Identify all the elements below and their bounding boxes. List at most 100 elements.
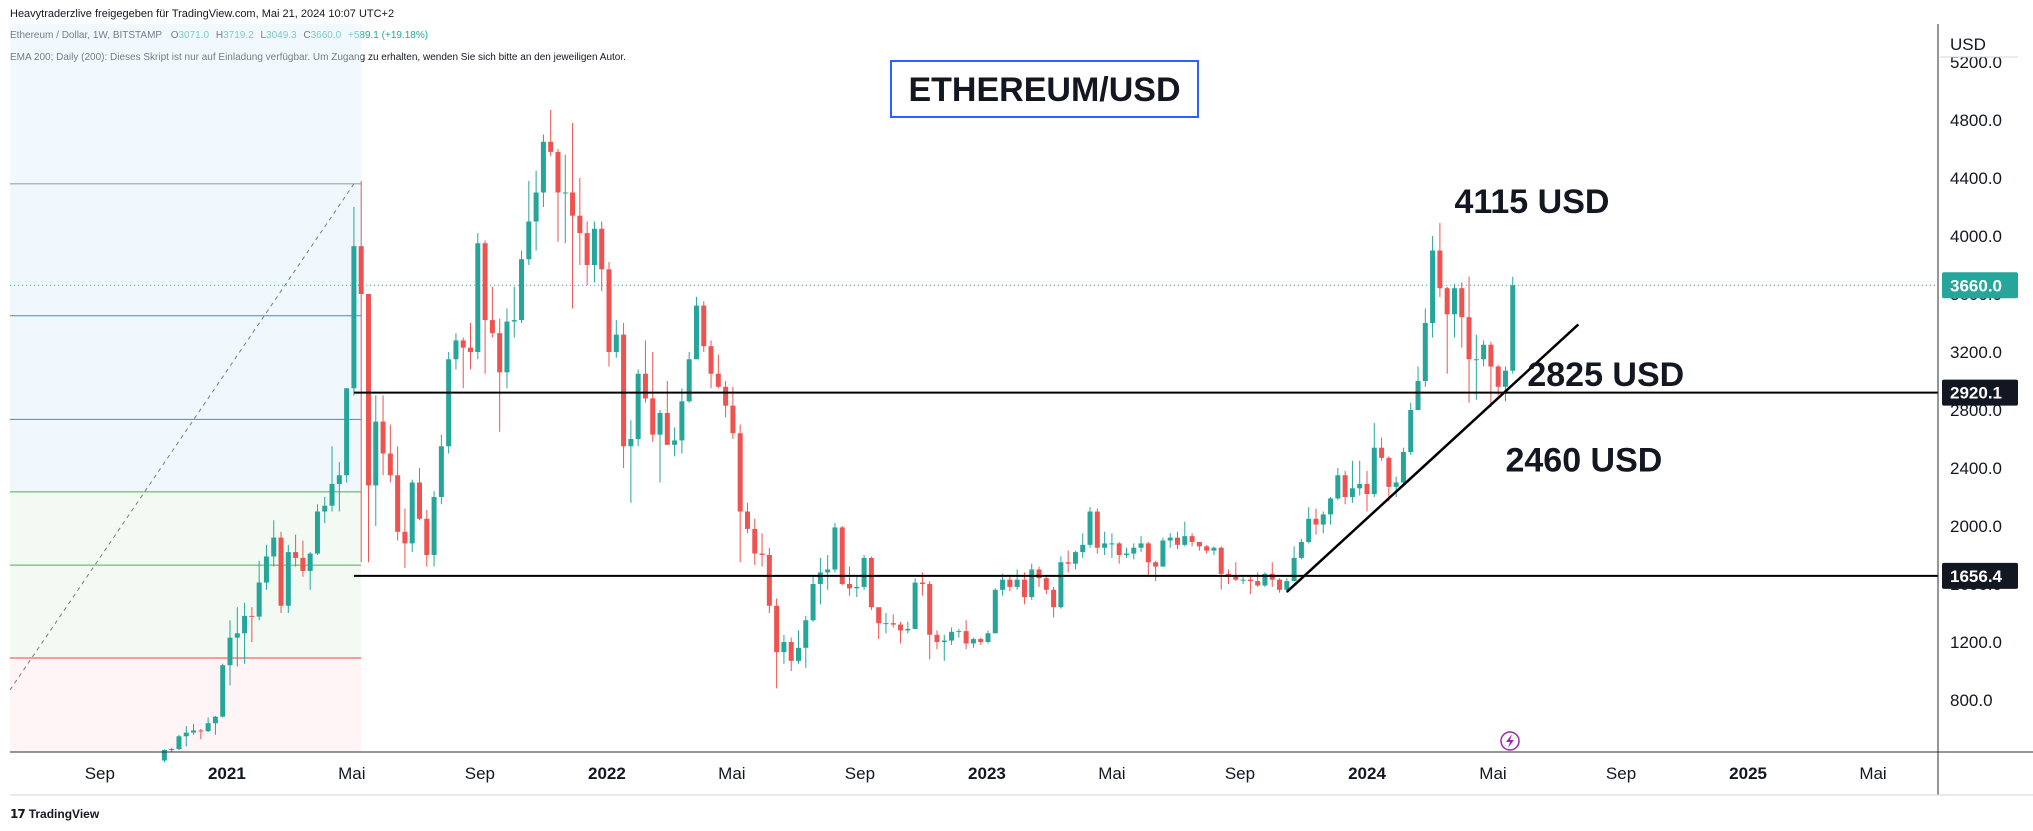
symbol-name[interactable]: Ethereum / Dollar, 1W, BITSTAMP <box>10 30 162 41</box>
candle-body <box>533 192 539 222</box>
time-tick-label: Sep <box>1225 764 1255 783</box>
candle-body <box>927 584 933 635</box>
price-axis-label: 3660.0 <box>1942 272 2018 299</box>
candle <box>1262 572 1268 587</box>
candle <box>453 333 459 370</box>
candle <box>1357 460 1363 496</box>
candle-body <box>1233 576 1239 580</box>
candle-body <box>1014 579 1020 587</box>
price-axis-label: 1656.4 <box>1942 562 2018 589</box>
candle <box>766 547 772 613</box>
candle <box>1153 560 1159 582</box>
candle <box>380 395 386 476</box>
time-tick-label: Sep <box>85 764 115 783</box>
candle-body <box>1284 581 1290 590</box>
candle <box>526 180 532 265</box>
candle-body <box>1342 475 1348 497</box>
candle <box>1298 539 1304 560</box>
time-tick-label: Sep <box>465 764 495 783</box>
candle-body <box>263 556 269 583</box>
candle <box>1204 544 1210 554</box>
candle <box>1233 562 1239 582</box>
candle-body <box>548 141 554 152</box>
chart-title-box: ETHEREUM/USD <box>890 60 1199 118</box>
candle <box>796 630 801 664</box>
candle <box>934 630 940 650</box>
fib-zone <box>10 565 362 658</box>
candle <box>504 308 510 389</box>
candle-body <box>774 605 780 653</box>
candle-body <box>715 373 721 387</box>
candle-body <box>489 320 495 334</box>
price-tick-label: 4800.0 <box>1950 111 2002 130</box>
candle-body <box>1043 578 1049 590</box>
fib-zone <box>10 315 362 420</box>
candle-body <box>1510 285 1516 371</box>
candle-body <box>1145 543 1151 563</box>
candle-body <box>635 373 641 439</box>
candle-body <box>672 440 678 445</box>
candle <box>912 578 918 629</box>
time-tick-label: 2025 <box>1729 764 1767 783</box>
candle-body <box>1080 544 1086 553</box>
candle-body <box>817 572 823 584</box>
candle <box>220 663 226 718</box>
candle <box>1094 508 1100 554</box>
candle <box>737 424 743 563</box>
candle <box>212 715 218 735</box>
candle <box>351 207 357 396</box>
candle-body <box>650 398 656 435</box>
candle <box>555 149 561 242</box>
candle <box>263 544 269 590</box>
candle-body <box>584 233 590 265</box>
candle <box>941 634 947 661</box>
candles <box>161 109 1516 763</box>
candle <box>256 560 262 621</box>
candle <box>1043 575 1049 595</box>
candle <box>1051 586 1057 618</box>
chart-title: ETHEREUM/USD <box>908 71 1180 109</box>
candle-body <box>220 665 226 717</box>
candle-body <box>876 607 882 624</box>
candle-body <box>1466 317 1472 360</box>
candle-body <box>409 482 415 544</box>
candle-body <box>511 320 517 322</box>
candle <box>978 637 984 645</box>
candle-body <box>1021 579 1027 598</box>
price-label-text: 3660.0 <box>1950 276 2002 295</box>
candle <box>446 352 452 454</box>
candle-body <box>1109 543 1115 545</box>
candle <box>1255 572 1261 587</box>
candle <box>1400 447 1406 484</box>
candle <box>774 598 780 689</box>
price-label-bg <box>1942 562 2018 589</box>
candle-body <box>796 647 801 661</box>
candle <box>1328 497 1334 525</box>
candle <box>1364 470 1370 512</box>
candle <box>344 388 350 483</box>
candle-body <box>1481 344 1487 360</box>
time-tick-label: Mai <box>718 764 745 783</box>
candle-body <box>1175 537 1180 545</box>
candle <box>715 354 721 389</box>
candle <box>1335 468 1341 500</box>
candle-body <box>1247 579 1253 582</box>
candle <box>365 294 371 563</box>
candle <box>1269 562 1275 587</box>
candle <box>1182 521 1188 547</box>
candle-body <box>861 557 867 587</box>
candle-body <box>358 246 364 294</box>
price-annotation: 2825 USD <box>1527 356 1684 394</box>
candle <box>1138 536 1144 553</box>
candle-body <box>285 552 291 606</box>
candle <box>1211 546 1217 555</box>
candle-body <box>176 736 182 750</box>
price-label-text: 1656.4 <box>1950 567 2003 586</box>
candle-body <box>365 294 371 486</box>
indicator-line[interactable]: EMA 200; Daily (200): Dieses Skript ist … <box>10 52 626 63</box>
candle <box>1444 286 1450 374</box>
ohlc-low-label: L <box>260 30 267 41</box>
candle-body <box>1386 457 1392 487</box>
candle-body <box>628 439 634 447</box>
